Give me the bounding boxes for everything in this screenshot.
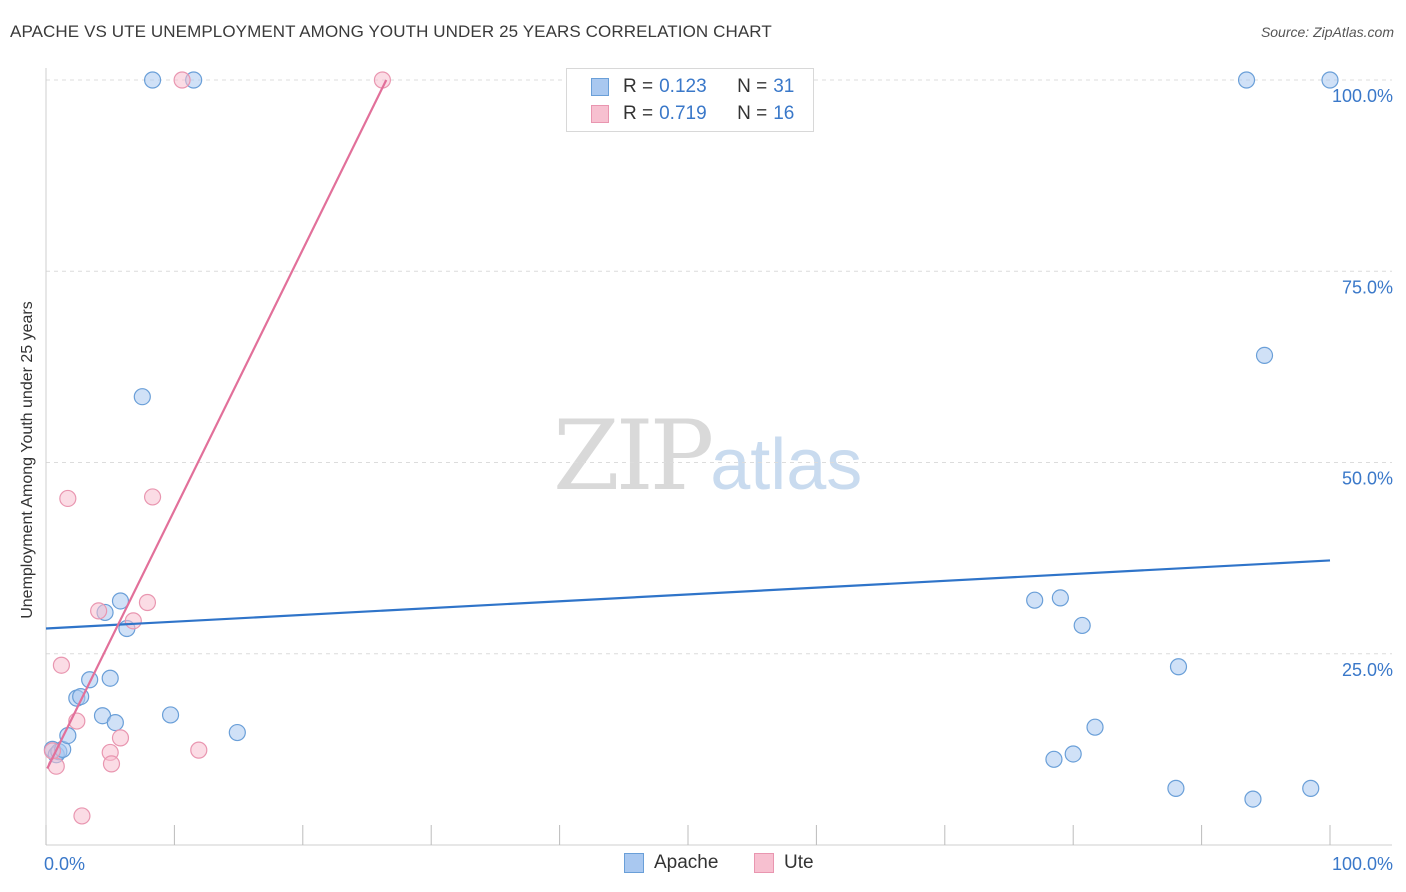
apache-n-label: N =: [737, 76, 768, 97]
ute-point: [73, 807, 91, 825]
apache-point: [1167, 779, 1185, 797]
ute-point: [102, 755, 121, 773]
stats-legend: R = 0.123 N = 31 R = 0.719 N = 16: [566, 68, 814, 132]
y-tick-label: 50.0%: [1342, 469, 1393, 489]
apache-legend-label: Apache: [654, 852, 719, 873]
watermark: ZIPatlas: [553, 400, 862, 512]
apache-r-label: R =: [623, 76, 654, 97]
apache-legend-swatch: [624, 853, 644, 873]
ute-swatch: [591, 105, 609, 123]
data-points: [43, 71, 1339, 825]
apache-point: [1237, 71, 1256, 89]
apache-point: [1045, 750, 1063, 768]
apache-point: [161, 706, 180, 724]
ute-trend-line: [46, 79, 388, 769]
apache-point: [1086, 718, 1104, 736]
y-tick-label: 100.0%: [1332, 86, 1393, 106]
apache-point: [1051, 589, 1069, 607]
source-credit: Source: ZipAtlas.com: [1260, 24, 1394, 40]
ute-point: [59, 489, 77, 508]
x-tick-label-end: 100.0%: [1332, 854, 1393, 874]
y-axis-label: Unemployment Among Youth under 25 years: [19, 301, 36, 619]
ute-point: [173, 71, 191, 89]
watermark-atlas: atlas: [710, 425, 863, 505]
tick-labels: 25.0% 50.0% 75.0% 100.0% 0.0% 100.0%: [44, 86, 1393, 874]
apache-point: [1169, 658, 1188, 676]
y-tick-label: 25.0%: [1342, 660, 1393, 680]
apache-point: [1073, 616, 1091, 635]
apache-point: [143, 71, 162, 89]
bottom-legend-apache: Apache: [624, 852, 718, 874]
ute-point: [111, 729, 130, 747]
x-tick-label-start: 0.0%: [44, 854, 85, 874]
apache-trend-line: [45, 559, 1331, 630]
ute-point: [190, 741, 208, 759]
ute-legend-swatch: [754, 853, 774, 873]
apache-point: [133, 388, 151, 406]
apache-point: [81, 671, 99, 689]
apache-point: [1255, 346, 1274, 364]
apache-swatch: [591, 78, 609, 96]
apache-r-value: 0.123: [659, 76, 707, 97]
ute-point: [52, 656, 71, 674]
ute-point: [138, 593, 157, 612]
watermark-zip: ZIP: [553, 400, 714, 512]
y-tick-label: 75.0%: [1342, 277, 1393, 297]
apache-n-value: 31: [773, 76, 795, 97]
apache-point: [1064, 745, 1082, 763]
apache-point: [101, 669, 119, 687]
chart-title: APACHE VS UTE UNEMPLOYMENT AMONG YOUTH U…: [10, 22, 772, 41]
ute-point: [143, 488, 162, 506]
apache-point: [1244, 790, 1262, 808]
ute-n-label: N =: [737, 103, 768, 124]
ute-point: [124, 612, 142, 630]
bottom-legend-ute: Ute: [754, 852, 814, 874]
apache-point: [228, 723, 246, 742]
legend-row-ute: R = 0.719 N = 16: [591, 103, 794, 125]
ute-n-value: 16: [773, 103, 795, 124]
trend-lines: [45, 79, 1331, 769]
ute-r-value: 0.719: [659, 103, 707, 124]
apache-point: [1302, 779, 1320, 797]
ute-r-label: R =: [623, 103, 654, 124]
axes: [45, 68, 1392, 846]
apache-point: [1321, 71, 1339, 89]
ute-legend-label: Ute: [784, 852, 814, 873]
apache-point: [59, 727, 77, 745]
apache-point: [1026, 591, 1044, 609]
ute-point: [90, 602, 108, 620]
apache-point: [111, 592, 130, 610]
apache-point: [106, 713, 124, 732]
legend-row-apache: R = 0.123 N = 31: [591, 76, 794, 98]
